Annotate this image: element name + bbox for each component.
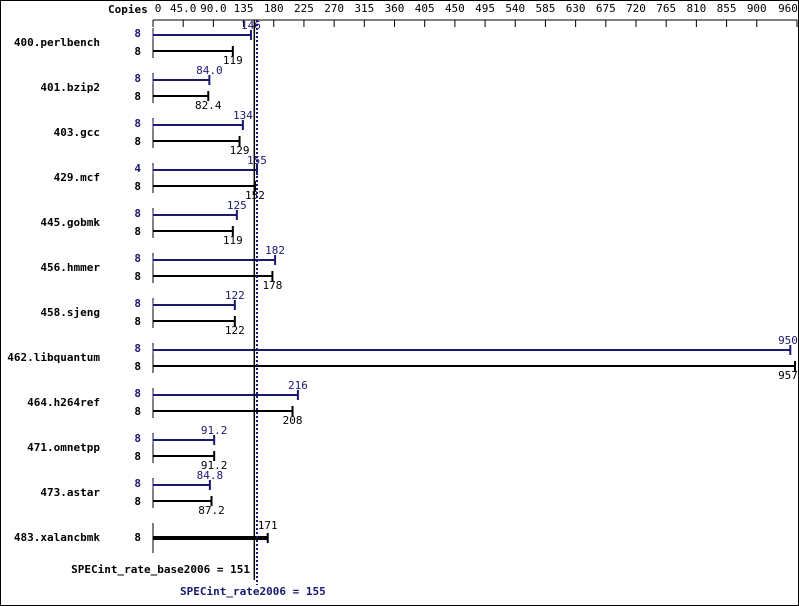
copies-label: 8	[134, 90, 141, 103]
copies-label: 8	[134, 432, 141, 445]
value-label: 216	[288, 379, 308, 392]
value-label: 122	[225, 289, 245, 302]
copies-label: 4	[134, 162, 141, 175]
copies-label: 8	[134, 207, 141, 220]
copies-label: 8	[134, 72, 141, 85]
value-label: 129	[230, 144, 250, 157]
value-label: 84.0	[196, 64, 223, 77]
copies-label: 8	[134, 45, 141, 58]
value-label: 146	[241, 19, 261, 32]
copies-label: 8	[134, 27, 141, 40]
x-tick-label: 765	[656, 2, 676, 15]
x-tick-label: 855	[717, 2, 737, 15]
x-tick-label: 720	[626, 2, 646, 15]
x-tick-label: 900	[747, 2, 767, 15]
copies-label: 8	[134, 180, 141, 193]
x-tick-label: 405	[415, 2, 435, 15]
category-label: 464.h264ref	[27, 396, 100, 409]
value-label: 82.4	[195, 99, 222, 112]
value-label: 950	[778, 334, 798, 347]
x-tick-label: 630	[566, 2, 586, 15]
x-tick-label: 315	[354, 2, 374, 15]
copies-label: 8	[134, 342, 141, 355]
copies-label: 8	[134, 297, 141, 310]
copies-label: 8	[134, 477, 141, 490]
category-label: 462.libquantum	[7, 351, 100, 364]
value-label: 208	[283, 414, 303, 427]
reference-label: SPECint_rate2006 = 155	[180, 585, 326, 598]
value-label: 125	[227, 199, 247, 212]
x-tick-label: 585	[536, 2, 556, 15]
copies-label: 8	[134, 270, 141, 283]
copies-label: 8	[134, 225, 141, 238]
copies-label: 8	[134, 387, 141, 400]
value-label: 182	[265, 244, 285, 257]
x-tick-label: 360	[385, 2, 405, 15]
x-tick-label: 450	[445, 2, 465, 15]
copies-label: 8	[134, 450, 141, 463]
category-label: 403.gcc	[54, 126, 100, 139]
x-tick-label: 270	[324, 2, 344, 15]
value-label: 91.2	[201, 459, 228, 472]
copies-label: 8	[134, 315, 141, 328]
x-tick-label: 0	[155, 2, 162, 15]
reference-value: 151	[230, 563, 250, 576]
x-tick-label: 540	[505, 2, 525, 15]
x-tick-label: 45.0	[170, 2, 197, 15]
category-label: 456.hmmer	[40, 261, 100, 274]
value-label: 119	[223, 234, 243, 247]
x-tick-label: 90.0	[200, 2, 227, 15]
category-label: 400.perlbench	[14, 36, 100, 49]
value-label: 87.2	[198, 504, 225, 517]
category-label: 429.mcf	[54, 171, 100, 184]
copies-label: 8	[134, 117, 141, 130]
value-label: 171	[258, 519, 278, 532]
copies-label: 8	[134, 531, 141, 544]
x-tick-label: 675	[596, 2, 616, 15]
value-label: 91.2	[201, 424, 228, 437]
copies-label: 8	[134, 405, 141, 418]
category-label: 401.bzip2	[40, 81, 100, 94]
x-tick-label: 960	[778, 2, 798, 15]
copies-label: 8	[134, 252, 141, 265]
copies-label: 8	[134, 135, 141, 148]
category-label: 445.gobmk	[40, 216, 100, 229]
reference-name: SPECint_rate2006 =	[180, 585, 300, 598]
reference-value: 155	[306, 585, 326, 598]
x-tick-label: 225	[294, 2, 314, 15]
x-tick-label: 495	[475, 2, 495, 15]
value-label: 134	[233, 109, 253, 122]
reference-name: SPECint_rate_base2006 =	[71, 563, 224, 576]
x-tick-label: 135	[234, 2, 254, 15]
category-label: 458.sjeng	[40, 306, 100, 319]
category-label: 483.xalancbmk	[14, 531, 100, 544]
value-label: 122	[225, 324, 245, 337]
value-label: 84.8	[197, 469, 224, 482]
value-label: 178	[262, 279, 282, 292]
reference-label: SPECint_rate_base2006 = 151	[71, 563, 250, 576]
copies-label: 8	[134, 495, 141, 508]
category-label: 473.astar	[40, 486, 100, 499]
category-label: 471.omnetpp	[27, 441, 100, 454]
copies-header: Copies	[108, 3, 148, 16]
value-label: 957	[778, 369, 798, 382]
value-label: 119	[223, 54, 243, 67]
x-tick-label: 180	[264, 2, 284, 15]
x-tick-label: 810	[686, 2, 706, 15]
copies-label: 8	[134, 360, 141, 373]
